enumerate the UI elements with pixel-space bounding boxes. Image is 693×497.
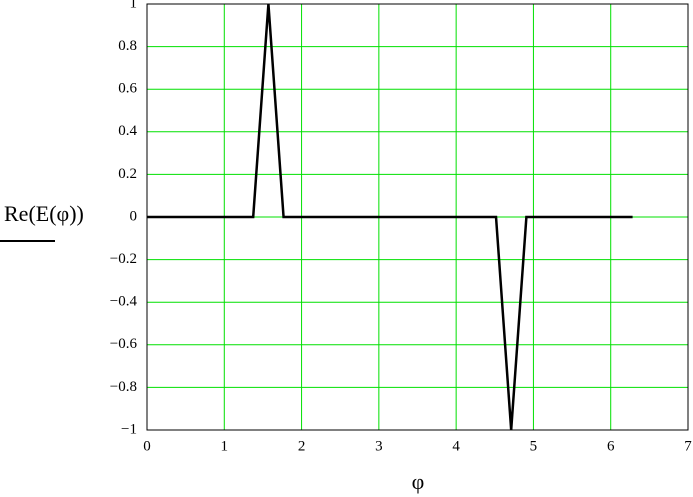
y-tick-label: 0.2 [118, 166, 137, 182]
x-tick-label: 1 [221, 438, 229, 454]
y-tick-label: 0.4 [118, 123, 137, 139]
x-tick-label: 2 [298, 438, 306, 454]
x-axis-title: φ [412, 469, 425, 494]
x-tick-label: 6 [607, 438, 615, 454]
y-tick-label: 0.8 [118, 38, 137, 54]
y-tick-label: 0 [130, 208, 138, 224]
line [147, 3, 633, 431]
y-tick-label: −1 [121, 421, 137, 437]
x-tick-label: 3 [375, 438, 383, 454]
y-tick-label: −0.8 [110, 379, 137, 395]
y-tick-label: −0.4 [110, 294, 138, 310]
y-tick-label: −0.2 [110, 251, 137, 267]
x-tick-label: 7 [684, 438, 692, 454]
x-tick-label: 5 [530, 438, 538, 454]
y-axis-title: Re(E(φ)) [4, 201, 84, 226]
y-tick-label: 1 [130, 0, 138, 11]
x-tick-label: 4 [452, 438, 460, 454]
y-tick-label: −0.6 [110, 336, 138, 352]
y-tick-label: 0.6 [118, 81, 137, 97]
x-tick-label: 0 [143, 438, 151, 454]
